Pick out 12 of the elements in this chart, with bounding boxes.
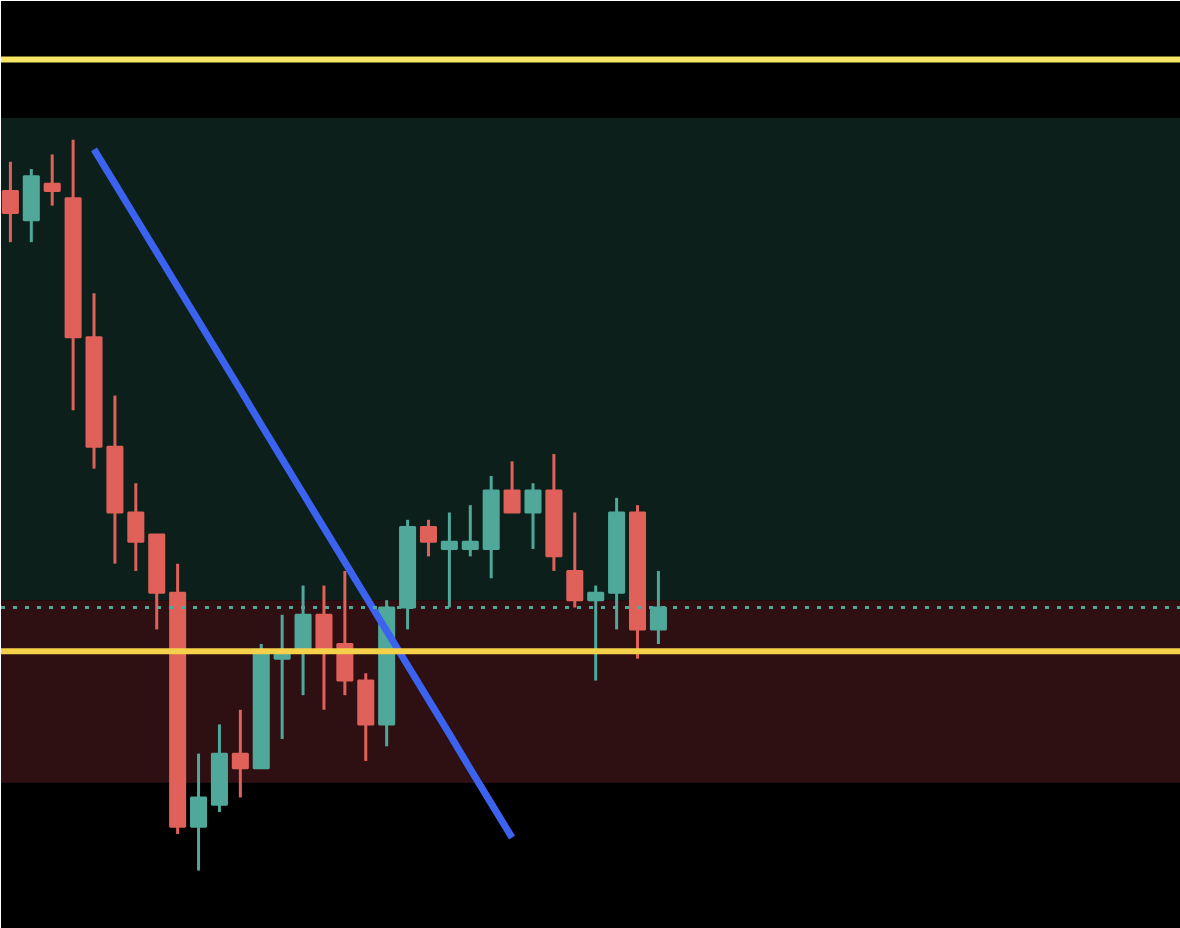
candlestick: [22, 167, 40, 244]
candlestick: [503, 459, 521, 514]
candlestick: [127, 481, 145, 573]
candlestick: [43, 152, 61, 208]
candlestick: [357, 671, 375, 763]
candlestick: [566, 511, 584, 609]
candlestick: [190, 752, 208, 873]
candlestick: [1, 160, 19, 244]
candlestick: [461, 503, 479, 558]
candlestick: [419, 518, 437, 558]
candlestick: [231, 708, 249, 799]
candlestick: [524, 481, 542, 551]
